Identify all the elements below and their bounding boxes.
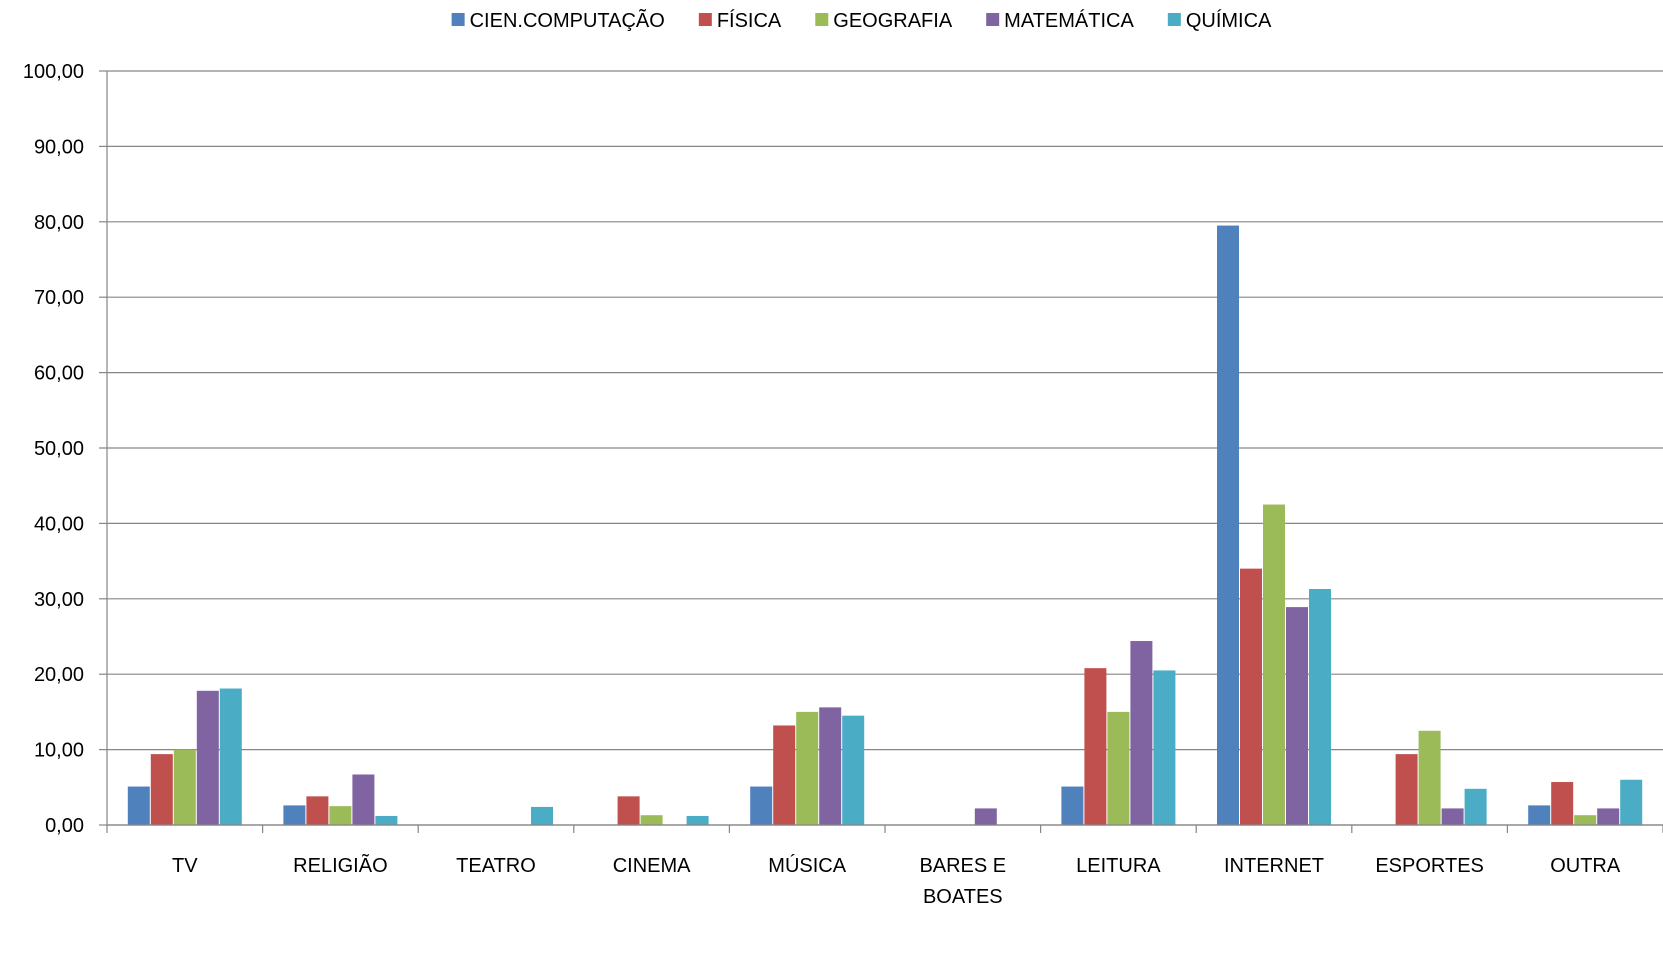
bar bbox=[1441, 808, 1464, 825]
bar bbox=[1107, 711, 1130, 825]
bar bbox=[1153, 670, 1176, 825]
legend-label: FÍSICA bbox=[717, 9, 782, 32]
x-tick-label: RELIGIÃO bbox=[293, 853, 387, 877]
x-tick-label: LEITURA bbox=[1076, 855, 1161, 877]
bar bbox=[531, 806, 553, 825]
x-tick-label: OUTRA bbox=[1550, 855, 1621, 877]
bar bbox=[974, 808, 997, 825]
bar bbox=[1551, 782, 1574, 825]
bar bbox=[1061, 786, 1084, 825]
y-tick-label: 80,00 bbox=[34, 212, 84, 234]
legend-label: GEOGRAFIA bbox=[833, 10, 953, 32]
bar bbox=[150, 754, 173, 825]
x-tick-label: BARES E BOATES bbox=[919, 855, 1006, 908]
bar bbox=[796, 711, 819, 825]
bar bbox=[352, 774, 375, 825]
bar bbox=[640, 815, 663, 825]
bar bbox=[1574, 815, 1597, 825]
y-tick-label: 60,00 bbox=[34, 363, 84, 385]
bar bbox=[1217, 225, 1239, 825]
bar bbox=[127, 786, 150, 825]
bar bbox=[329, 806, 352, 825]
x-tick-label: TEATRO bbox=[456, 855, 536, 877]
bar bbox=[1130, 641, 1153, 825]
x-tick-label: CINEMA bbox=[613, 855, 691, 877]
bar bbox=[1286, 607, 1308, 825]
bar bbox=[219, 688, 242, 825]
x-tick-label: MÚSICA bbox=[768, 854, 846, 877]
bar bbox=[686, 815, 709, 825]
y-tick-label: 30,00 bbox=[34, 589, 84, 611]
bar bbox=[196, 690, 219, 825]
gridlines bbox=[107, 70, 1663, 826]
bar bbox=[1395, 754, 1418, 825]
legend: CIEN.COMPUTAÇÃO FÍSICA GEOGRAFIA MATEMÁTICA… bbox=[451, 8, 1272, 32]
bar bbox=[1263, 504, 1285, 825]
legend-swatch bbox=[451, 13, 465, 26]
legend-label: QUÍMICA bbox=[1186, 9, 1272, 32]
bar bbox=[773, 725, 796, 825]
y-tick-label: 0,00 bbox=[45, 815, 84, 837]
legend-swatch bbox=[698, 13, 712, 26]
bar bbox=[1597, 808, 1620, 825]
bar bbox=[173, 749, 196, 825]
legend-swatch bbox=[1167, 13, 1181, 26]
bars bbox=[127, 225, 1643, 825]
bar bbox=[819, 707, 842, 825]
bar bbox=[306, 796, 329, 825]
legend-label: MATEMÁTICA bbox=[1004, 9, 1134, 32]
bar bbox=[750, 786, 773, 825]
y-tick-label: 10,00 bbox=[34, 740, 84, 762]
y-tick-label: 100,00 bbox=[23, 61, 84, 83]
bar bbox=[1620, 779, 1643, 825]
y-tick-label: 20,00 bbox=[34, 664, 84, 686]
y-tick-label: 90,00 bbox=[34, 136, 84, 158]
bar bbox=[1464, 788, 1487, 825]
y-tick-label: 70,00 bbox=[34, 287, 84, 309]
bar bbox=[283, 805, 306, 825]
y-tick-label: 40,00 bbox=[34, 513, 84, 535]
legend-label: CIEN.COMPUTAÇÃO bbox=[470, 8, 665, 32]
axes: 0,00 10,00 20,00 30,00 40,00 50,00 60,00 70,00 8… bbox=[23, 61, 1663, 908]
bar bbox=[1418, 730, 1441, 825]
x-tick-label: INTERNET bbox=[1224, 855, 1324, 877]
y-tick-label: 50,00 bbox=[34, 438, 84, 460]
legend-swatch bbox=[815, 13, 829, 26]
bar bbox=[375, 815, 398, 825]
bar bbox=[1309, 588, 1331, 825]
bar bbox=[1084, 668, 1107, 825]
bar bbox=[617, 796, 640, 825]
x-tick-label: TV bbox=[172, 855, 198, 877]
legend-swatch bbox=[986, 13, 1000, 26]
bar bbox=[1528, 805, 1551, 825]
bar bbox=[1240, 568, 1262, 825]
x-tick-label: ESPORTES bbox=[1375, 855, 1484, 877]
bar bbox=[842, 715, 865, 825]
